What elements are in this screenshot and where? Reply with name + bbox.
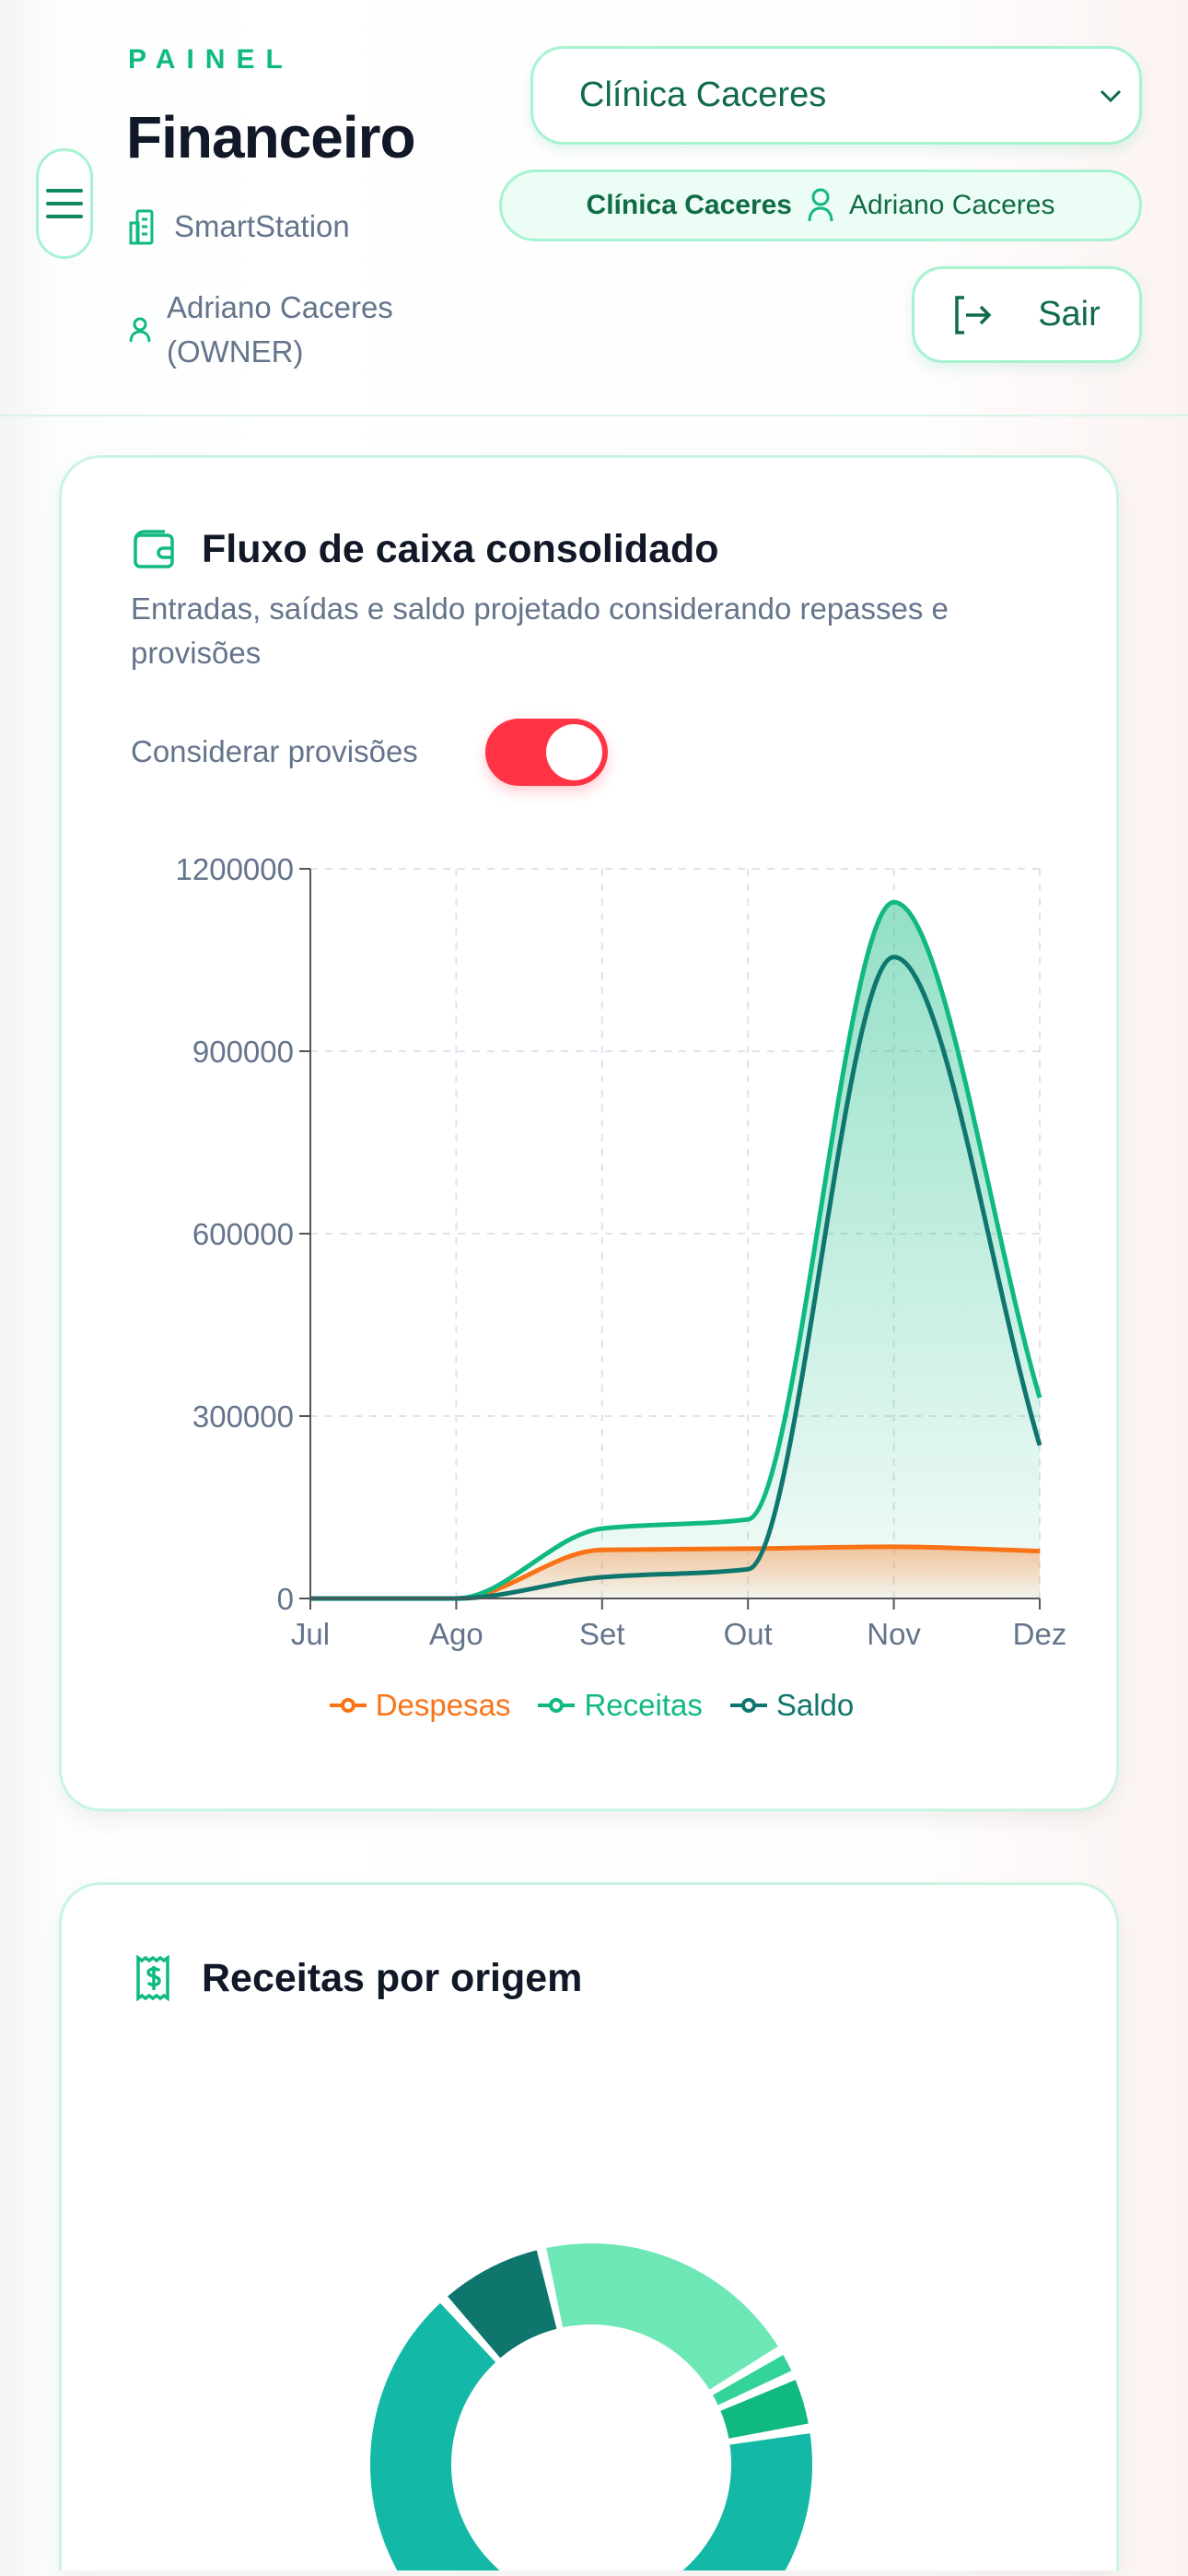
user-info: Adriano Caceres (OWNER) — [128, 286, 393, 374]
toggle-knob — [546, 724, 602, 780]
x-tick-label: Out — [724, 1617, 773, 1651]
x-tick-label: Ago — [429, 1617, 483, 1651]
hamburger-icon — [46, 189, 83, 218]
logout-label: Sair — [1038, 295, 1101, 334]
logout-icon — [955, 295, 992, 334]
donut-slice — [720, 2380, 809, 2439]
legend-label: Despesas — [375, 1688, 511, 1722]
x-tick-label: Dez — [1013, 1617, 1067, 1651]
legend-despesas[interactable]: Despesas — [329, 1688, 511, 1723]
legend-saldo[interactable]: Saldo — [729, 1688, 855, 1723]
donut-slice — [546, 2243, 778, 2390]
x-tick-label: Nov — [867, 1617, 921, 1651]
chevron-down-icon — [1100, 89, 1122, 102]
user-icon — [808, 188, 833, 222]
revenue-origin-title: Receitas por origem — [202, 1956, 583, 2000]
page-eyebrow: PAINEL — [128, 44, 294, 75]
cashflow-title: Fluxo de caixa consolidado — [202, 527, 719, 571]
legend-receitas[interactable]: Receitas — [538, 1688, 703, 1723]
clinic-select[interactable]: Clínica Caceres — [530, 46, 1142, 145]
x-tick-label: Set — [579, 1617, 625, 1651]
provisions-toggle-label: Considerar provisões — [131, 734, 418, 768]
company-name: SmartStation — [174, 209, 350, 243]
provisions-toggle[interactable] — [485, 719, 608, 786]
y-tick-label: 600000 — [192, 1217, 294, 1251]
x-tick-label: Jul — [291, 1617, 330, 1651]
user-name: Adriano Caceres — [167, 290, 393, 324]
user-role: (OWNER) — [167, 334, 304, 369]
y-tick-label: 900000 — [192, 1035, 294, 1069]
cashflow-card: Fluxo de caixa consolidado Entradas, saí… — [59, 455, 1119, 1811]
cashflow-subtitle: Entradas, saídas e saldo projetado consi… — [131, 591, 949, 670]
wallet-icon — [134, 530, 174, 568]
legend-label: Receitas — [584, 1688, 703, 1722]
header: PAINEL Financeiro SmartStation Adriano C… — [0, 0, 1188, 416]
badge-clinic: Clínica Caceres — [586, 190, 792, 220]
badge-user: Adriano Caceres — [849, 190, 1055, 220]
chart-legend: Despesas Receitas Saldo — [62, 1688, 1122, 1723]
donut-slice — [713, 2355, 792, 2406]
donut-slice — [370, 2302, 812, 2570]
cashflow-line-chart: 0 300000 600000 900000 1200000 Jul Ago Set Out No… — [176, 852, 1067, 1651]
logout-button[interactable]: Sair — [912, 266, 1142, 363]
page-title: Financeiro — [126, 104, 416, 170]
donut-slice — [448, 2250, 557, 2359]
legend-marker-icon — [329, 1698, 367, 1713]
user-icon — [129, 317, 151, 343]
y-tick-label: 0 — [277, 1582, 294, 1616]
y-tick-label: 300000 — [192, 1399, 294, 1434]
building-icon — [129, 209, 154, 245]
clinic-select-value: Clínica Caceres — [579, 76, 827, 114]
legend-marker-icon — [538, 1698, 576, 1713]
revenue-origin-donut — [370, 2243, 812, 2570]
legend-marker-icon — [729, 1698, 767, 1713]
menu-button[interactable] — [36, 148, 93, 259]
context-badge: Clínica Caceres Adriano Caceres — [499, 170, 1142, 241]
revenue-origin-card: Receitas por origem — [59, 1882, 1119, 2570]
receitas-area — [310, 902, 1040, 1598]
company-info: SmartStation — [128, 208, 350, 245]
receipt-dollar-icon — [136, 1955, 169, 2001]
y-tick-label: 1200000 — [176, 852, 294, 886]
legend-label: Saldo — [775, 1688, 855, 1722]
